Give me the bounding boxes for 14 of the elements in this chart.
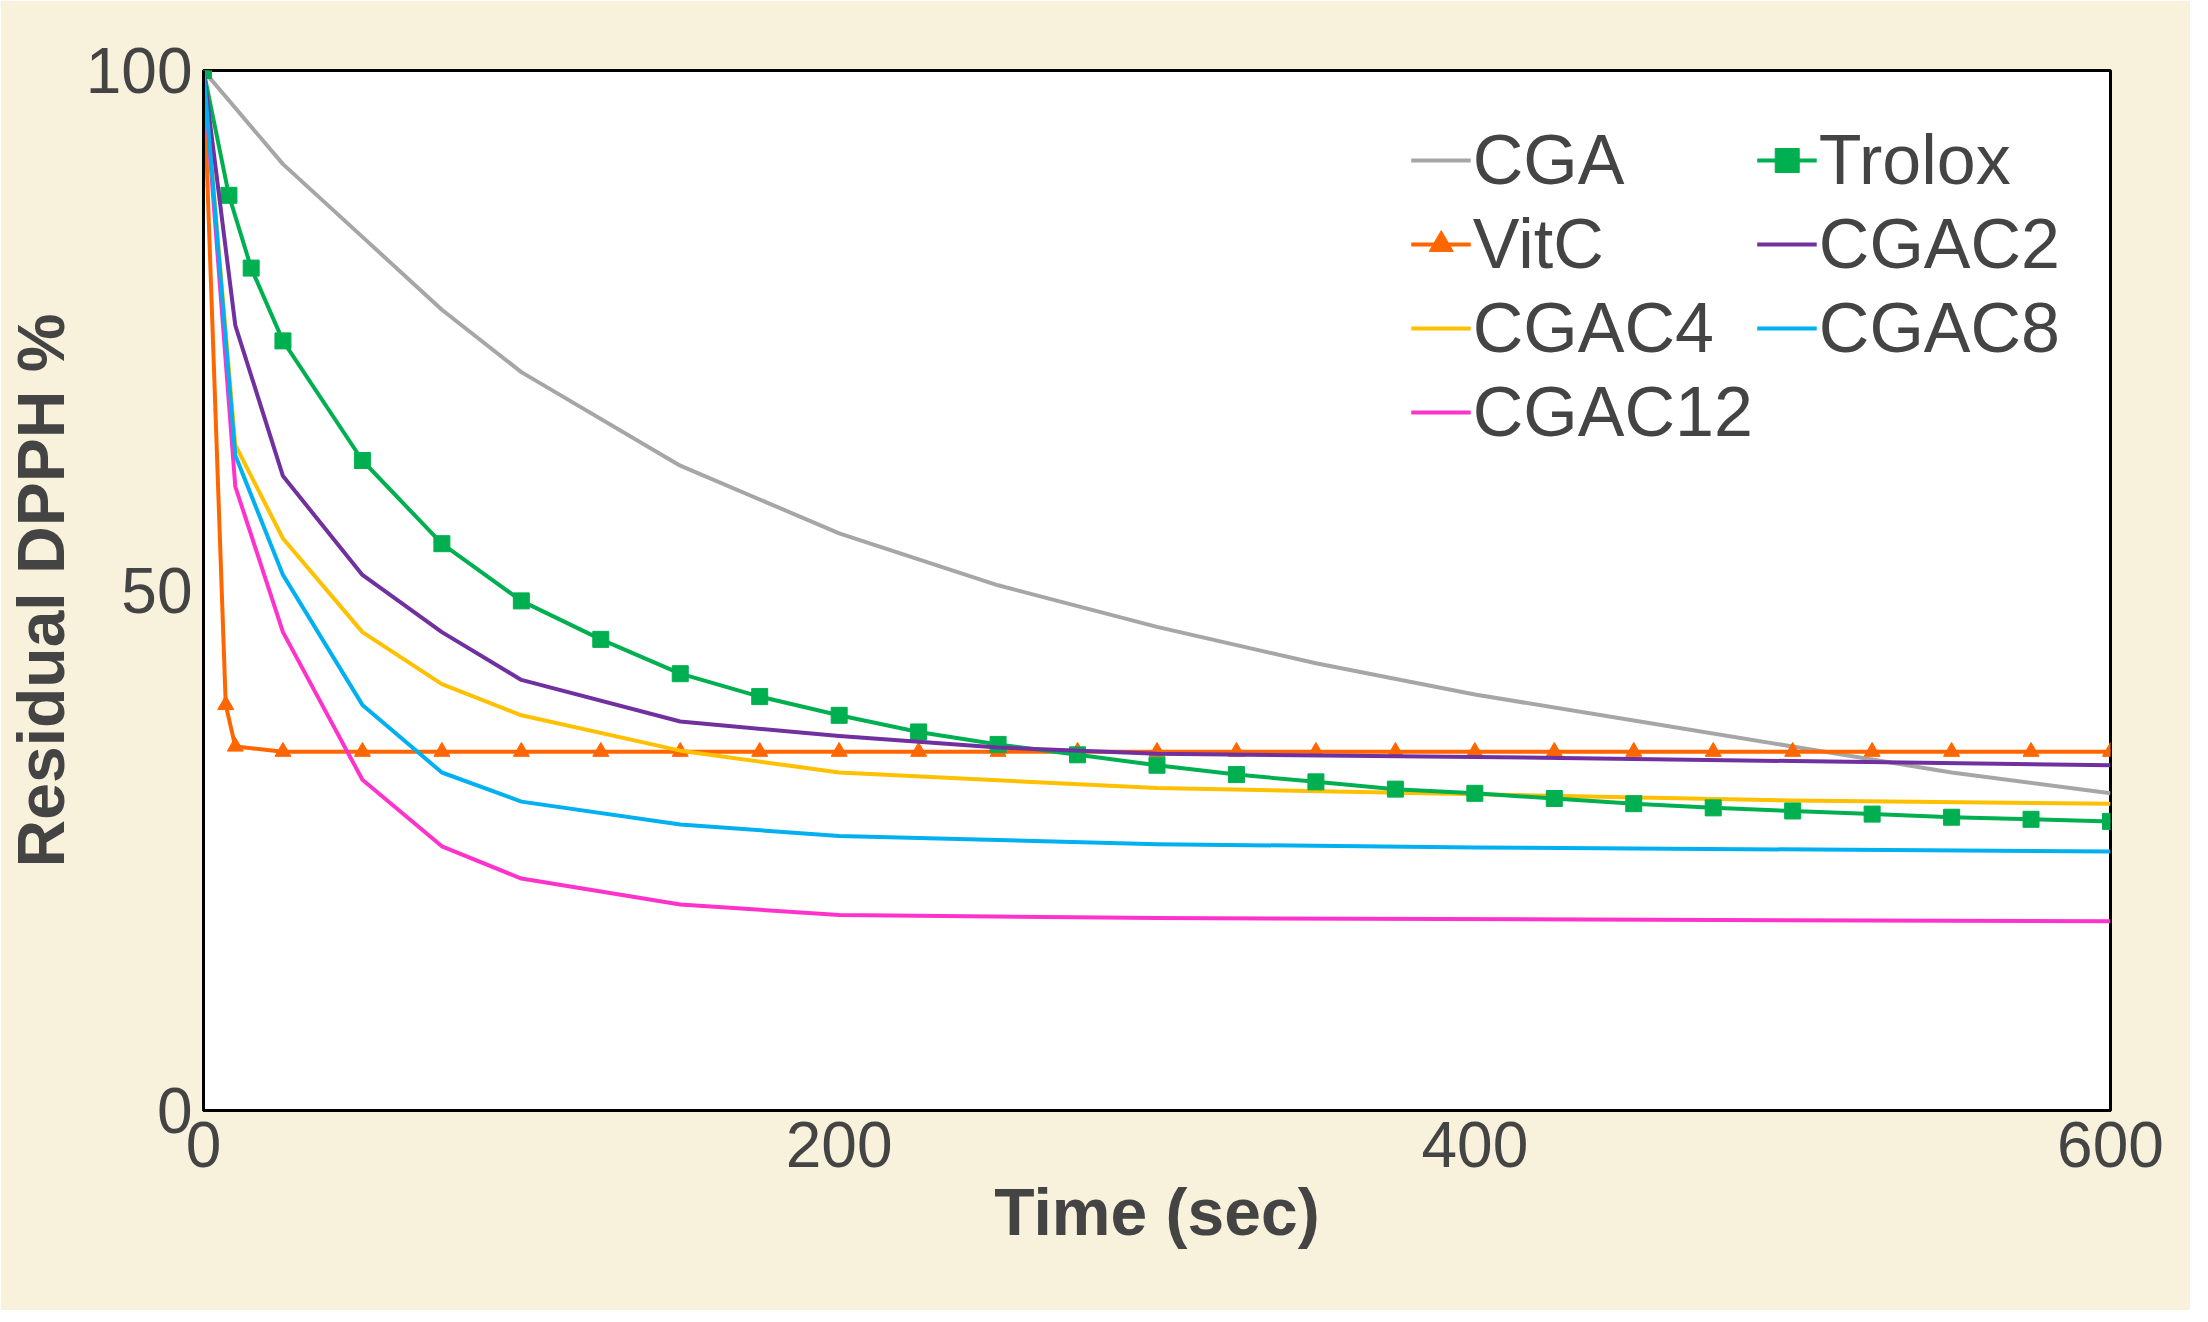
x-axis-title: Time (sec) [994,1174,1320,1249]
x-tick-label: 200 [785,1108,893,1181]
x-tick-label: 600 [2057,1108,2164,1181]
y-tick-label: 50 [121,555,193,627]
legend-label: VitC [1472,204,1604,284]
legend-label: Trolox [1818,120,2011,200]
y-axis-title: Residual DPPH % [3,313,78,868]
legend-label: CGAC4 [1472,288,1714,368]
legend-label: CGAC2 [1818,204,2060,284]
y-tick-label: 100 [85,35,193,107]
legend-label: CGAC12 [1472,372,1753,452]
legend-label: CGA [1472,120,1625,200]
legend-label: CGAC8 [1818,288,2060,368]
x-tick-label: 400 [1421,1108,1529,1181]
